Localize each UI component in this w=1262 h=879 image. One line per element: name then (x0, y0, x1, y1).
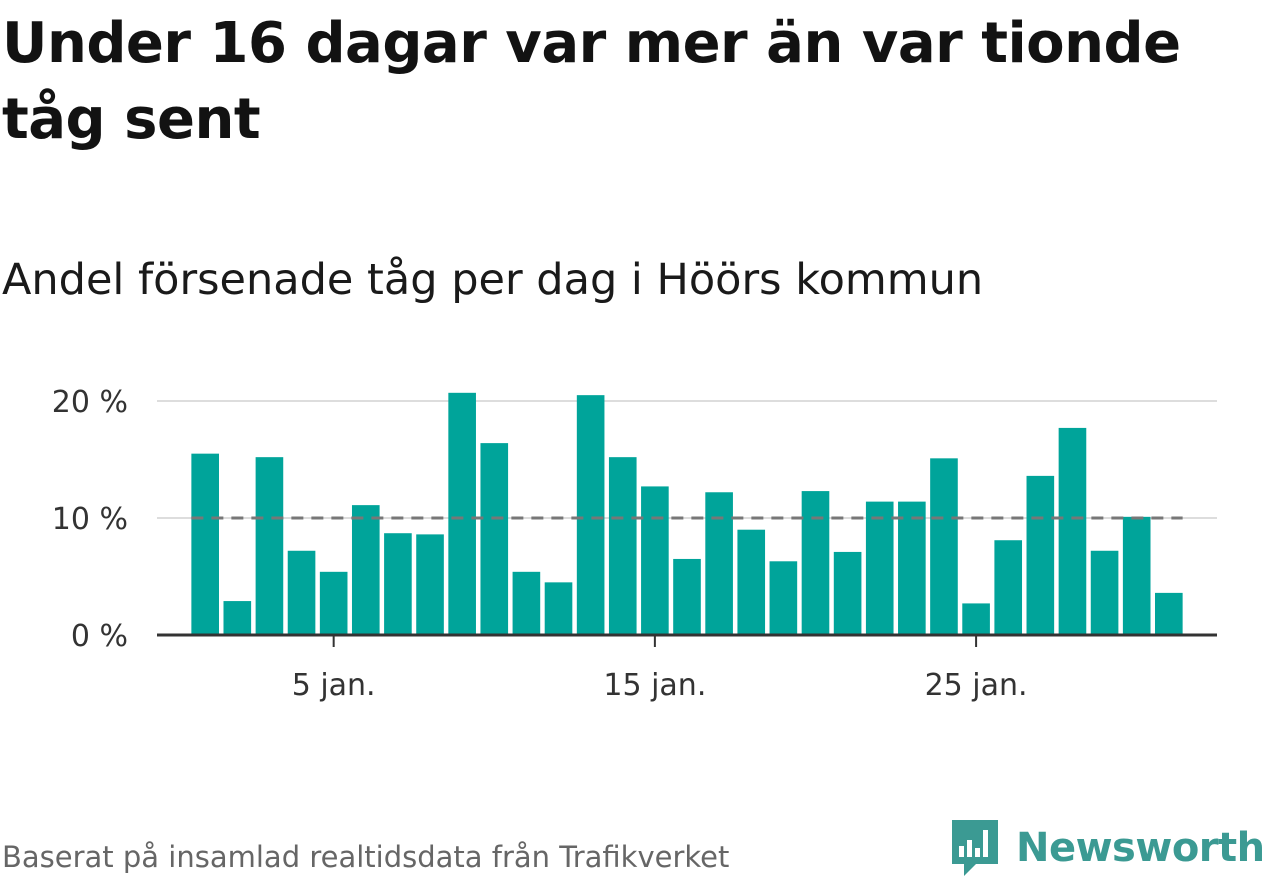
bar (223, 601, 252, 635)
bar (801, 491, 830, 635)
bar (1122, 516, 1151, 635)
bar (833, 551, 862, 635)
bar (608, 457, 637, 635)
chart-subtitle: Andel försenade tåg per dag i Höörs komm… (2, 255, 984, 305)
bar (994, 540, 1023, 635)
grid-lines (157, 400, 1217, 519)
bar (191, 453, 219, 635)
source-note: Baserat på insamlad realtidsdata från Tr… (2, 840, 730, 874)
bar (255, 457, 284, 635)
y-tick-label: 10 % (52, 502, 128, 537)
bar (737, 529, 766, 635)
bar (1090, 550, 1119, 635)
x-tick-label: 15 jan. (603, 668, 706, 703)
bar (930, 458, 958, 635)
y-tick-label: 0 % (71, 619, 128, 654)
bar (1026, 475, 1055, 635)
y-tick-label: 20 % (52, 385, 128, 420)
bar (673, 558, 701, 635)
x-tick-label: 25 jan. (925, 668, 1028, 703)
bar (1058, 427, 1087, 635)
bar (769, 561, 798, 635)
bar (898, 501, 926, 635)
newsworthy-logo-icon (952, 820, 998, 876)
bar (705, 492, 733, 635)
x-tick-label: 5 jan. (292, 668, 376, 703)
newsworthy-logo: Newsworthy (950, 818, 1262, 878)
bar (287, 550, 316, 635)
logo-text: Newsworthy (1016, 825, 1262, 871)
bar (448, 392, 476, 635)
bar (962, 603, 990, 635)
bar (641, 486, 669, 635)
bar (512, 571, 541, 635)
bar (576, 395, 605, 635)
bar (480, 443, 509, 635)
bar (544, 582, 573, 635)
bar (351, 505, 380, 635)
bar (319, 571, 348, 635)
axes: 0 % 10 % 20 % 5 jan. 15 jan. 25 jan. (52, 385, 1217, 703)
bar (384, 533, 412, 635)
bars (191, 392, 1183, 635)
bar (416, 534, 444, 635)
bar (865, 501, 894, 635)
chart-title: Under 16 dagar var mer än var tionde tåg… (2, 11, 1181, 152)
bar (1155, 592, 1183, 635)
